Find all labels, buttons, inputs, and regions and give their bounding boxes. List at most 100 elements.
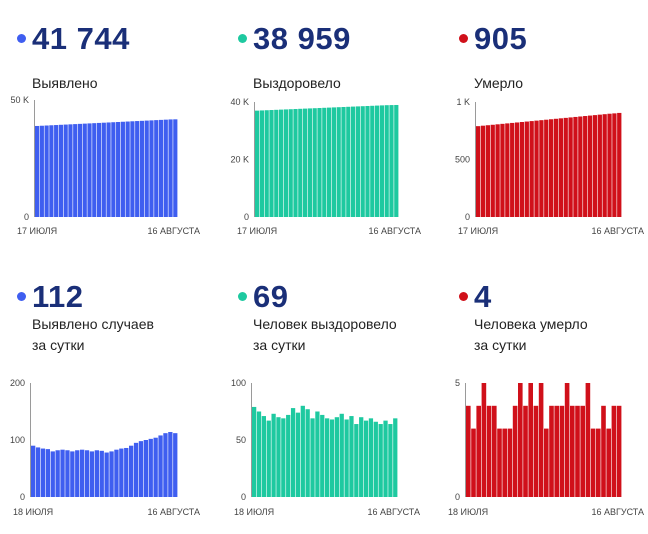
bar xyxy=(512,405,518,497)
x-tick-label: 18 ИЮЛЯ xyxy=(13,507,53,517)
bar xyxy=(300,405,305,497)
bar xyxy=(35,447,41,497)
bar xyxy=(163,433,168,497)
bar xyxy=(389,105,394,217)
bar xyxy=(534,120,539,217)
bar xyxy=(65,450,70,497)
y-tick-label: 100 xyxy=(10,435,25,445)
panel-detected: 41 744 Выявлено xyxy=(17,18,227,273)
panel-recovered-daily: 69 Человек выздоровело за сутки xyxy=(238,276,448,531)
bar xyxy=(255,110,260,218)
x-tick-label: 17 ИЮЛЯ xyxy=(17,226,57,236)
bar xyxy=(492,405,497,497)
bar xyxy=(310,418,315,497)
chart-died: 0 500 1 K 17 ИЮЛЯ 16 АВГУСТА xyxy=(455,97,644,236)
bar xyxy=(158,435,163,497)
chart-died-daily: 0 5 18 ИЮЛЯ 16 АВГУСТА xyxy=(448,378,644,517)
bar xyxy=(564,383,570,497)
bar xyxy=(286,414,291,497)
bar xyxy=(471,428,476,497)
bar xyxy=(279,109,284,217)
stat-label: Выявлено xyxy=(32,75,98,91)
bar xyxy=(274,109,279,217)
bar xyxy=(592,115,598,217)
bar xyxy=(54,125,59,217)
bar xyxy=(573,116,578,217)
x-tick-label: 16 АВГУСТА xyxy=(147,226,200,236)
bar xyxy=(173,433,178,497)
x-tick-label: 18 ИЮЛЯ xyxy=(234,507,274,517)
bar xyxy=(120,121,125,217)
bar xyxy=(99,450,104,497)
stat-value: 4 xyxy=(474,278,492,314)
bar xyxy=(616,405,622,497)
stat-label: Выявлено случаев за сутки xyxy=(32,316,154,353)
bar xyxy=(617,112,622,217)
y-tick-label: 50 xyxy=(236,435,246,445)
bar xyxy=(139,120,145,217)
bar xyxy=(116,122,121,217)
bar xyxy=(607,113,612,217)
bar xyxy=(82,123,87,217)
bar xyxy=(168,119,173,217)
bar xyxy=(281,418,286,497)
chart-detected: 0 50 K 17 ИЮЛЯ 16 АВГУСТА xyxy=(10,95,200,236)
x-tick-label: 16 АВГУСТА xyxy=(367,507,420,517)
bar xyxy=(89,451,95,497)
bar xyxy=(612,113,617,217)
bar xyxy=(370,105,375,217)
bar xyxy=(523,405,528,497)
bar xyxy=(544,428,549,497)
y-tick-label: 100 xyxy=(231,378,246,388)
stat-label: Человек выздоровело за сутки xyxy=(253,316,397,353)
bar xyxy=(533,405,539,497)
panel-recovered: 38 959 Выздоровело xyxy=(238,18,448,273)
bar xyxy=(322,107,327,217)
bar xyxy=(360,106,365,217)
bar xyxy=(490,124,495,217)
bar xyxy=(510,122,515,217)
bar xyxy=(259,110,264,217)
stat-row: 4 xyxy=(459,276,492,316)
bar xyxy=(276,417,281,497)
bar xyxy=(544,119,549,217)
bar xyxy=(379,105,384,217)
stat-value: 69 xyxy=(253,278,289,314)
bar xyxy=(109,451,114,497)
bar xyxy=(143,440,148,497)
bar xyxy=(283,109,288,217)
bar xyxy=(587,115,593,217)
bar xyxy=(597,114,602,217)
x-tick-label: 17 ИЮЛЯ xyxy=(458,226,498,236)
bar xyxy=(359,417,364,497)
bar xyxy=(305,409,310,497)
stat-label: Выздоровело xyxy=(253,75,341,91)
bar xyxy=(355,106,360,217)
bar xyxy=(481,383,487,497)
bar xyxy=(485,125,490,217)
bar xyxy=(529,121,534,217)
bar xyxy=(49,125,54,217)
bar xyxy=(58,124,63,217)
y-tick-label: 40 K xyxy=(230,97,249,107)
bar xyxy=(317,108,322,217)
chart-recovered-daily: 0 50 100 18 ИЮЛЯ 16 АВГУСТА xyxy=(231,378,420,517)
bar xyxy=(315,411,320,497)
bar xyxy=(158,119,164,217)
bar xyxy=(383,420,388,497)
bar xyxy=(144,120,149,217)
bar xyxy=(168,432,173,497)
bar xyxy=(575,405,580,497)
bar xyxy=(339,413,344,497)
bar xyxy=(307,108,312,217)
x-tick-label: 17 ИЮЛЯ xyxy=(237,226,277,236)
y-tick-label: 0 xyxy=(20,492,25,502)
bar xyxy=(378,424,383,497)
bar xyxy=(524,121,529,217)
bar xyxy=(133,442,139,497)
bar xyxy=(500,123,505,217)
bar xyxy=(129,445,134,497)
bar xyxy=(388,424,393,497)
bar xyxy=(31,445,36,497)
bar xyxy=(327,107,332,217)
